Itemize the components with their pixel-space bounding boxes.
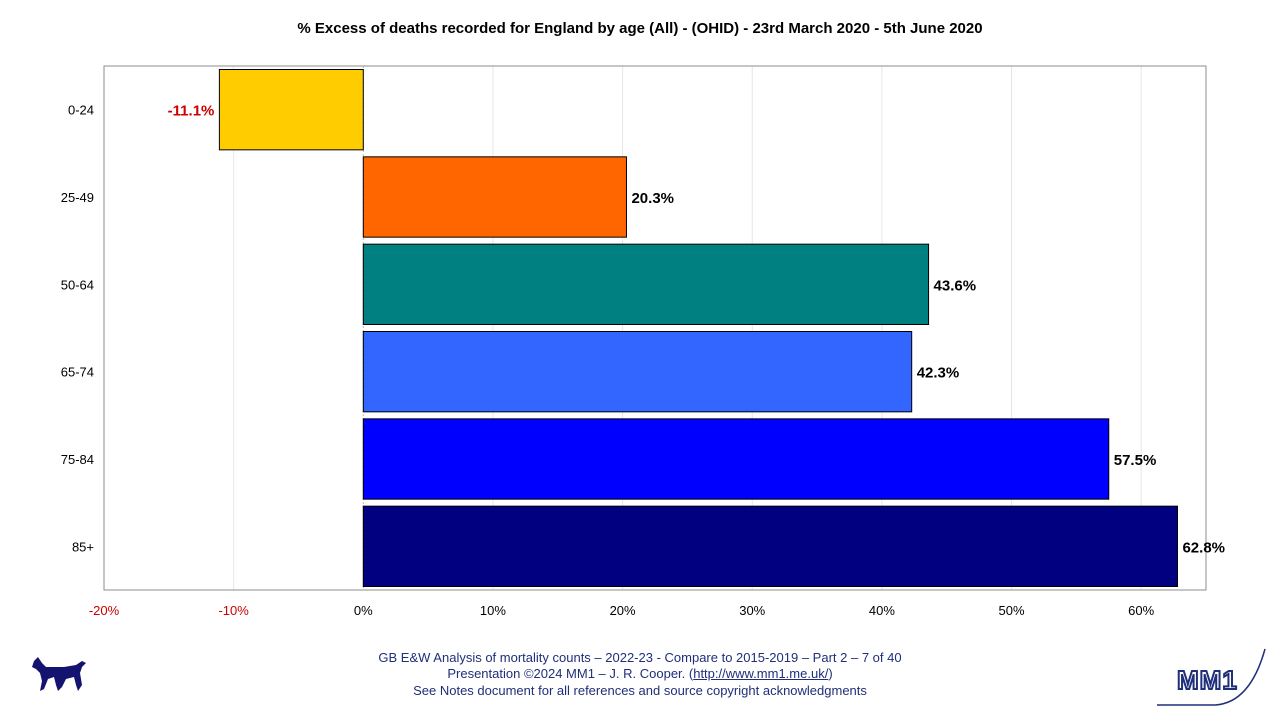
x-tick-label: 30% xyxy=(739,603,765,618)
bar-0-24 xyxy=(218,68,364,151)
category-label: 0-24 xyxy=(68,103,94,118)
category-label: 85+ xyxy=(72,539,94,554)
x-tick-label: 40% xyxy=(869,603,895,618)
x-tick-label: 50% xyxy=(999,603,1025,618)
x-tick-label: 20% xyxy=(610,603,636,618)
footer-copyright-text: Presentation ©2024 MM1 – J. R. Cooper. ( xyxy=(447,666,694,681)
data-label: 42.3% xyxy=(917,365,960,382)
bar-25-49 xyxy=(362,156,627,238)
bar-85+ xyxy=(362,505,1178,588)
bars xyxy=(218,68,1178,588)
data-labels: -11.1% 20.3% 43.6% 42.3% 57.5% 62.8% xyxy=(168,103,1225,557)
footer-copyright-suffix: ) xyxy=(828,666,833,681)
bar-65-74 xyxy=(362,330,913,413)
grid-lines xyxy=(233,66,1142,590)
footer-line-3: See Notes document for all references an… xyxy=(413,683,867,698)
bar-75-84 xyxy=(362,418,1110,500)
bar-chart: -11.1% 20.3% 43.6% 42.3% 57.5% 62.8% 0-24 25-4… xyxy=(61,65,1225,618)
x-tick-label: 0% xyxy=(354,603,373,618)
mm1-logo: MM1 xyxy=(1157,648,1266,706)
dog-silhouette-icon xyxy=(32,657,86,691)
category-label: 25-49 xyxy=(61,190,94,205)
mm1-logo-text: MM1 xyxy=(1177,665,1238,695)
x-tick-labels: -20% -10% 0% 10% 20% 30% 40% 50% 60% xyxy=(89,603,1155,618)
bar-50-64 xyxy=(362,243,930,326)
data-label: 57.5% xyxy=(1114,452,1157,469)
footer-line-1: GB E&W Analysis of mortality counts – 20… xyxy=(378,650,902,665)
category-label: 75-84 xyxy=(61,452,94,467)
footer-website-link[interactable]: http://www.mm1.me.uk/ xyxy=(693,666,829,681)
x-tick-label: 10% xyxy=(480,603,506,618)
data-label: 43.6% xyxy=(934,277,977,294)
x-tick-label: -20% xyxy=(89,603,120,618)
chart-title: % Excess of deaths recorded for England … xyxy=(297,20,983,37)
category-label: 65-74 xyxy=(61,365,94,380)
x-tick-label: -10% xyxy=(218,603,249,618)
data-label: 62.8% xyxy=(1182,539,1225,556)
data-label: 20.3% xyxy=(631,190,674,207)
data-label: -11.1% xyxy=(168,103,215,120)
plot-area xyxy=(103,65,1207,591)
x-tick-label: 60% xyxy=(1128,603,1154,618)
category-label: 50-64 xyxy=(61,277,94,292)
category-labels: 0-24 25-49 50-64 65-74 75-84 85+ xyxy=(61,103,94,555)
footer-line-2: Presentation ©2024 MM1 – J. R. Cooper. (… xyxy=(0,666,1280,681)
